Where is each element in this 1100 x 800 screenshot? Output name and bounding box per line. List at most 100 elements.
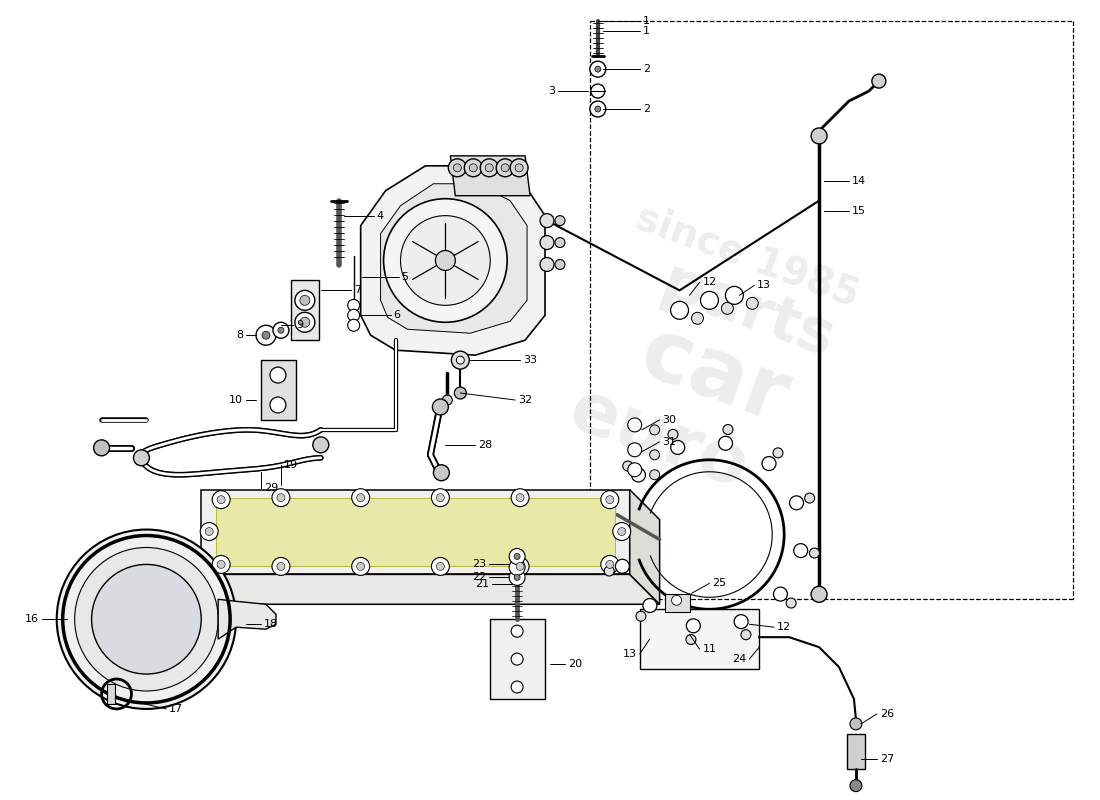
Circle shape (650, 470, 660, 480)
Circle shape (671, 441, 684, 454)
Circle shape (514, 554, 520, 559)
Circle shape (613, 522, 630, 541)
Circle shape (734, 614, 748, 629)
Circle shape (811, 128, 827, 144)
Text: 8: 8 (235, 330, 243, 340)
Text: 1: 1 (642, 16, 650, 26)
Polygon shape (491, 619, 544, 699)
Circle shape (805, 493, 815, 503)
Circle shape (436, 250, 455, 270)
Text: 27: 27 (880, 754, 894, 764)
Circle shape (509, 549, 525, 565)
Circle shape (590, 61, 606, 77)
Circle shape (432, 399, 449, 415)
FancyBboxPatch shape (107, 684, 114, 704)
Circle shape (810, 548, 820, 558)
Circle shape (431, 489, 450, 506)
Circle shape (348, 310, 360, 322)
Circle shape (741, 630, 751, 640)
Circle shape (773, 448, 783, 458)
Circle shape (352, 489, 370, 506)
Circle shape (433, 465, 450, 481)
Circle shape (701, 291, 718, 310)
Text: 2: 2 (642, 64, 650, 74)
Circle shape (636, 611, 646, 621)
Circle shape (262, 331, 270, 339)
Circle shape (278, 327, 284, 334)
Circle shape (556, 259, 565, 270)
Text: 17: 17 (169, 704, 184, 714)
Circle shape (277, 494, 285, 502)
Polygon shape (201, 574, 660, 604)
Polygon shape (201, 490, 629, 574)
Circle shape (431, 558, 450, 575)
Circle shape (464, 159, 482, 177)
Circle shape (591, 84, 605, 98)
Circle shape (540, 214, 554, 228)
Circle shape (272, 489, 290, 506)
Circle shape (516, 494, 524, 502)
FancyBboxPatch shape (847, 734, 865, 769)
Circle shape (206, 527, 213, 535)
Text: 14: 14 (851, 176, 866, 186)
Text: 30: 30 (662, 415, 676, 425)
Circle shape (133, 450, 150, 466)
Circle shape (94, 440, 110, 456)
Circle shape (510, 159, 528, 177)
Circle shape (671, 302, 689, 319)
Circle shape (672, 595, 682, 606)
Circle shape (485, 164, 493, 172)
Circle shape (668, 430, 678, 439)
Circle shape (850, 780, 862, 792)
Circle shape (773, 587, 788, 601)
Circle shape (618, 527, 626, 535)
Circle shape (496, 159, 514, 177)
Polygon shape (217, 498, 615, 566)
Circle shape (686, 634, 696, 645)
Circle shape (794, 544, 807, 558)
Circle shape (512, 489, 529, 506)
Circle shape (270, 397, 286, 413)
Circle shape (615, 559, 629, 574)
Circle shape (270, 367, 286, 383)
Polygon shape (218, 599, 276, 639)
Circle shape (453, 164, 461, 172)
Circle shape (356, 494, 364, 502)
Text: 23: 23 (472, 559, 486, 570)
Circle shape (217, 496, 226, 504)
Text: 18: 18 (264, 619, 278, 630)
Text: 13: 13 (623, 649, 637, 659)
Text: 5: 5 (402, 273, 408, 282)
Circle shape (692, 312, 704, 324)
Circle shape (514, 574, 520, 580)
Text: 33: 33 (524, 355, 537, 365)
Circle shape (786, 598, 796, 608)
FancyBboxPatch shape (664, 594, 690, 612)
Text: 7: 7 (354, 286, 361, 295)
Circle shape (75, 547, 218, 691)
Circle shape (631, 468, 646, 482)
Circle shape (272, 558, 290, 575)
Circle shape (348, 299, 360, 311)
Polygon shape (450, 156, 530, 196)
Circle shape (454, 387, 466, 399)
Circle shape (718, 436, 733, 450)
Circle shape (811, 586, 827, 602)
Polygon shape (361, 166, 544, 355)
Circle shape (277, 562, 285, 570)
Text: 10: 10 (229, 395, 243, 405)
Circle shape (595, 66, 601, 72)
Text: 4: 4 (376, 210, 384, 221)
Text: 28: 28 (478, 440, 493, 450)
Circle shape (628, 462, 641, 477)
Circle shape (470, 164, 477, 172)
Text: 21: 21 (475, 579, 490, 590)
Circle shape (273, 322, 289, 338)
Circle shape (723, 425, 733, 434)
Circle shape (509, 570, 525, 586)
Circle shape (722, 302, 734, 314)
Circle shape (442, 395, 452, 405)
Text: 24: 24 (733, 654, 746, 664)
Circle shape (437, 494, 444, 502)
Text: 20: 20 (568, 659, 582, 669)
